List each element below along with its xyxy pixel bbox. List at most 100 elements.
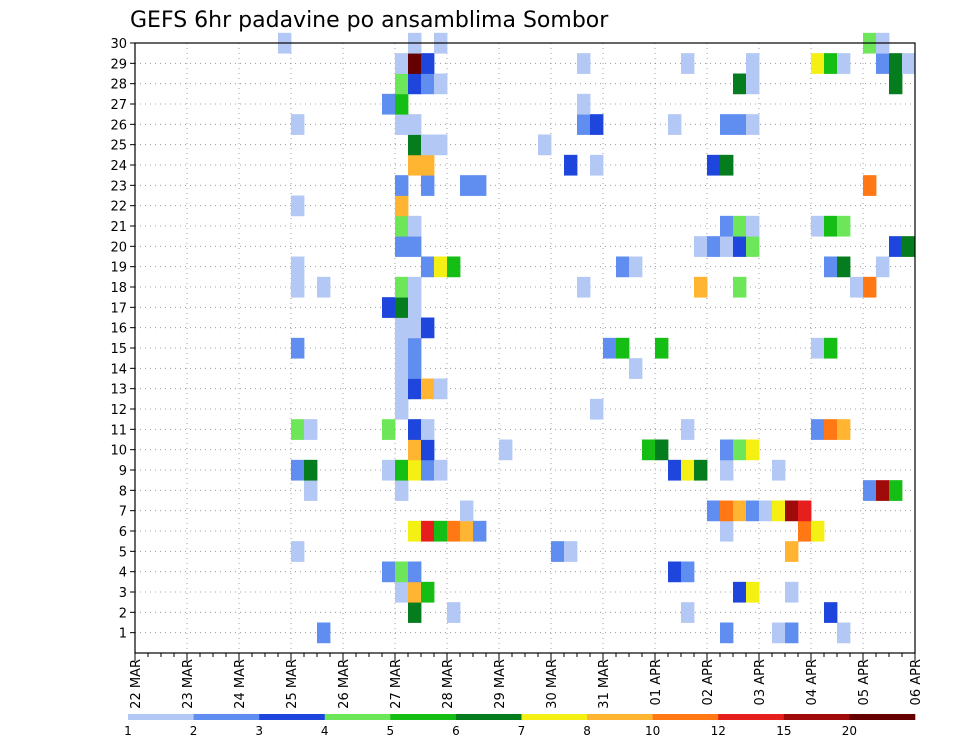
precip-cell xyxy=(382,93,396,115)
x-tick-label: 31 MAR xyxy=(597,659,612,709)
legend-label: 6 xyxy=(452,724,460,738)
precip-cell xyxy=(304,419,318,440)
y-tick-label: 14 xyxy=(110,362,127,377)
precip-cell xyxy=(733,439,747,461)
legend-swatch xyxy=(783,714,850,720)
y-tick-label: 18 xyxy=(110,281,127,296)
precip-cell xyxy=(304,480,318,501)
precip-cell xyxy=(837,256,851,278)
precip-cell xyxy=(655,337,669,359)
precip-cell xyxy=(408,561,422,583)
precip-cell xyxy=(434,134,448,156)
legend-swatch xyxy=(587,714,653,720)
precip-cell xyxy=(824,256,838,278)
precip-cell xyxy=(395,378,409,400)
precip-cell xyxy=(720,215,734,237)
precip-cell xyxy=(733,276,747,298)
precip-cell xyxy=(577,276,591,298)
precip-cell xyxy=(642,439,656,461)
y-tick-label: 25 xyxy=(110,139,127,154)
y-tick-label: 27 xyxy=(110,98,127,113)
precip-cell xyxy=(681,419,695,440)
precip-cell xyxy=(746,500,760,522)
x-tick-label: 30 MAR xyxy=(545,659,560,709)
precip-cell xyxy=(408,114,422,135)
precip-cell xyxy=(395,175,409,196)
precip-cell xyxy=(395,276,409,298)
precip-cell xyxy=(668,561,682,583)
cells-layer xyxy=(278,32,916,644)
precip-cell xyxy=(863,175,877,196)
precip-cell xyxy=(889,236,903,257)
x-tick-label: 23 MAR xyxy=(181,659,196,709)
legend-label: 8 xyxy=(583,724,591,738)
precip-cell xyxy=(434,256,448,278)
x-tick-label: 03 APR xyxy=(753,659,768,705)
y-tick-label: 24 xyxy=(110,159,127,174)
precip-cell xyxy=(408,581,422,603)
precip-cell xyxy=(798,500,812,522)
legend-swatch xyxy=(193,714,260,720)
precip-cell xyxy=(460,500,474,522)
y-tick-label: 11 xyxy=(110,423,127,438)
x-tick-label: 24 MAR xyxy=(233,659,248,709)
precip-cell xyxy=(824,53,838,74)
precip-cell xyxy=(837,622,851,644)
precip-cell xyxy=(317,276,331,298)
precip-cell xyxy=(447,256,461,278)
precip-cell xyxy=(746,114,760,135)
precip-cell xyxy=(460,520,474,542)
x-tick-label: 05 APR xyxy=(857,659,872,705)
precip-cell xyxy=(382,561,396,583)
legend-label: 20 xyxy=(842,724,857,738)
x-tick-label: 04 APR xyxy=(805,659,820,705)
precip-cell xyxy=(473,175,487,196)
y-tick-label: 29 xyxy=(110,57,127,72)
legend-label: 3 xyxy=(255,724,263,738)
precip-cell xyxy=(785,500,799,522)
precip-cell xyxy=(408,439,422,461)
precip-cell xyxy=(382,459,396,481)
precip-cell xyxy=(395,297,409,318)
precip-cell xyxy=(291,195,305,217)
precip-cell xyxy=(811,520,825,542)
y-tick-label: 15 xyxy=(110,342,127,357)
precip-cell xyxy=(720,439,734,461)
precip-cell xyxy=(681,459,695,481)
precip-cell xyxy=(889,73,903,95)
precip-cell xyxy=(785,622,799,644)
y-tick-label: 20 xyxy=(110,240,127,255)
precip-cell xyxy=(395,561,409,583)
precip-cell xyxy=(577,53,591,74)
y-tick-label: 5 xyxy=(119,545,127,560)
precip-cell xyxy=(421,175,435,196)
precip-cell xyxy=(772,622,786,644)
y-tick-label: 3 xyxy=(119,586,127,601)
precip-cell xyxy=(629,358,643,379)
precip-cell xyxy=(421,459,435,481)
legend-label: 5 xyxy=(387,724,395,738)
precip-cell xyxy=(408,602,422,623)
x-tick-label: 02 APR xyxy=(701,659,716,705)
y-tick-label: 19 xyxy=(110,261,127,276)
y-tick-label: 17 xyxy=(110,301,127,316)
precip-cell xyxy=(746,215,760,237)
precip-cell xyxy=(577,93,591,115)
precip-cell xyxy=(291,114,305,135)
precip-cell xyxy=(707,154,721,176)
precip-cell xyxy=(434,378,448,400)
x-tick-label: 29 MAR xyxy=(493,659,508,709)
y-tick-label: 28 xyxy=(110,78,127,93)
x-tick-label: 01 APR xyxy=(649,659,664,705)
precip-cell xyxy=(746,581,760,603)
precip-cell xyxy=(707,500,721,522)
precip-cell xyxy=(382,297,396,318)
precip-cell xyxy=(720,622,734,644)
x-tick-label: 25 MAR xyxy=(285,659,300,709)
precip-cell xyxy=(408,53,422,74)
precip-cell xyxy=(395,480,409,501)
precip-cell xyxy=(421,134,435,156)
precip-cell xyxy=(824,419,838,440)
precip-cell xyxy=(733,215,747,237)
y-tick-label: 13 xyxy=(110,383,127,398)
